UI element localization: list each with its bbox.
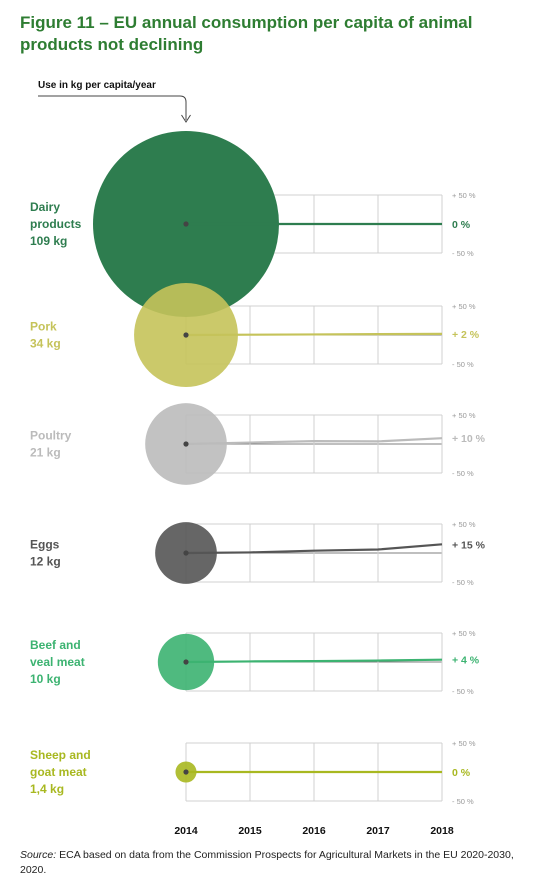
start-point xyxy=(183,441,189,447)
series-label: Eggs 12 kg xyxy=(30,538,61,569)
y-tick-label: - 50 % xyxy=(452,578,474,587)
source-text: ECA based on data from the Commission Pr… xyxy=(20,849,514,876)
y-tick-label: - 50 % xyxy=(452,469,474,478)
start-point xyxy=(183,550,189,556)
series-label-line: Poultry xyxy=(30,429,72,443)
x-tick-label: 2017 xyxy=(366,825,390,837)
series-label-line: products xyxy=(30,217,82,231)
end-value-label: + 15 % xyxy=(452,539,486,551)
series-label: Poultry 21 kg xyxy=(30,429,72,460)
y-tick-label: - 50 % xyxy=(452,360,474,369)
series-label-line: goat meat xyxy=(30,765,87,779)
series-label-line: 109 kg xyxy=(30,234,67,248)
unit-arrow-icon xyxy=(38,95,191,123)
y-tick-label: + 50 % xyxy=(452,411,476,420)
y-tick-label: + 50 % xyxy=(452,191,476,200)
series-label-line: 10 kg xyxy=(30,672,61,686)
series-label: Pork 34 kg xyxy=(30,320,61,351)
source-label: Source: xyxy=(20,849,57,861)
series-label-line: 1,4 kg xyxy=(30,782,64,796)
series-label-line: veal meat xyxy=(30,655,85,669)
y-tick-label: + 50 % xyxy=(452,302,476,311)
grid-panel: + 50 % - 50 % xyxy=(185,411,476,478)
y-tick-label: + 50 % xyxy=(452,629,476,638)
series-label-line: 21 kg xyxy=(30,446,61,460)
end-value-label: + 4 % xyxy=(452,655,480,667)
series-label-line: Dairy xyxy=(30,200,60,214)
series-line xyxy=(185,658,443,664)
unit-label: Use in kg per capita/year xyxy=(38,80,156,91)
end-value-label: + 10 % xyxy=(452,433,486,445)
y-tick-label: - 50 % xyxy=(452,797,474,806)
start-point xyxy=(183,332,189,338)
series-label-line: Eggs xyxy=(30,538,60,552)
y-tick-label: - 50 % xyxy=(452,249,474,258)
start-point xyxy=(183,769,189,775)
series-label: Beef and veal meat 10 kg xyxy=(30,638,85,686)
series-label: Sheep and goat meat 1,4 kg xyxy=(30,748,91,796)
source-note: Source: ECA based on data from the Commi… xyxy=(20,848,525,878)
start-point xyxy=(183,659,189,665)
series-label-line: Beef and xyxy=(30,638,81,652)
y-tick-label: + 50 % xyxy=(452,520,476,529)
x-tick-label: 2015 xyxy=(238,825,262,837)
end-value-label: 0 % xyxy=(452,767,471,779)
series-label: Dairy products 109 kg xyxy=(30,200,82,248)
end-value-label: + 2 % xyxy=(452,329,480,341)
y-tick-label: - 50 % xyxy=(452,687,474,696)
x-tick-label: 2014 xyxy=(174,825,198,837)
x-tick-label: 2018 xyxy=(430,825,454,837)
x-tick-label: 2016 xyxy=(302,825,326,837)
series-label-line: Sheep and xyxy=(30,748,91,762)
series-label-line: Pork xyxy=(30,320,57,334)
series-line xyxy=(185,437,443,446)
series-line xyxy=(185,543,443,555)
start-point xyxy=(183,221,189,227)
series-label-line: 12 kg xyxy=(30,555,61,569)
y-tick-label: + 50 % xyxy=(452,739,476,748)
figure-title: Figure 11 – EU annual consumption per ca… xyxy=(20,13,473,54)
series-line xyxy=(185,332,443,337)
series-label-line: 34 kg xyxy=(30,337,61,351)
end-value-label: 0 % xyxy=(452,219,471,231)
